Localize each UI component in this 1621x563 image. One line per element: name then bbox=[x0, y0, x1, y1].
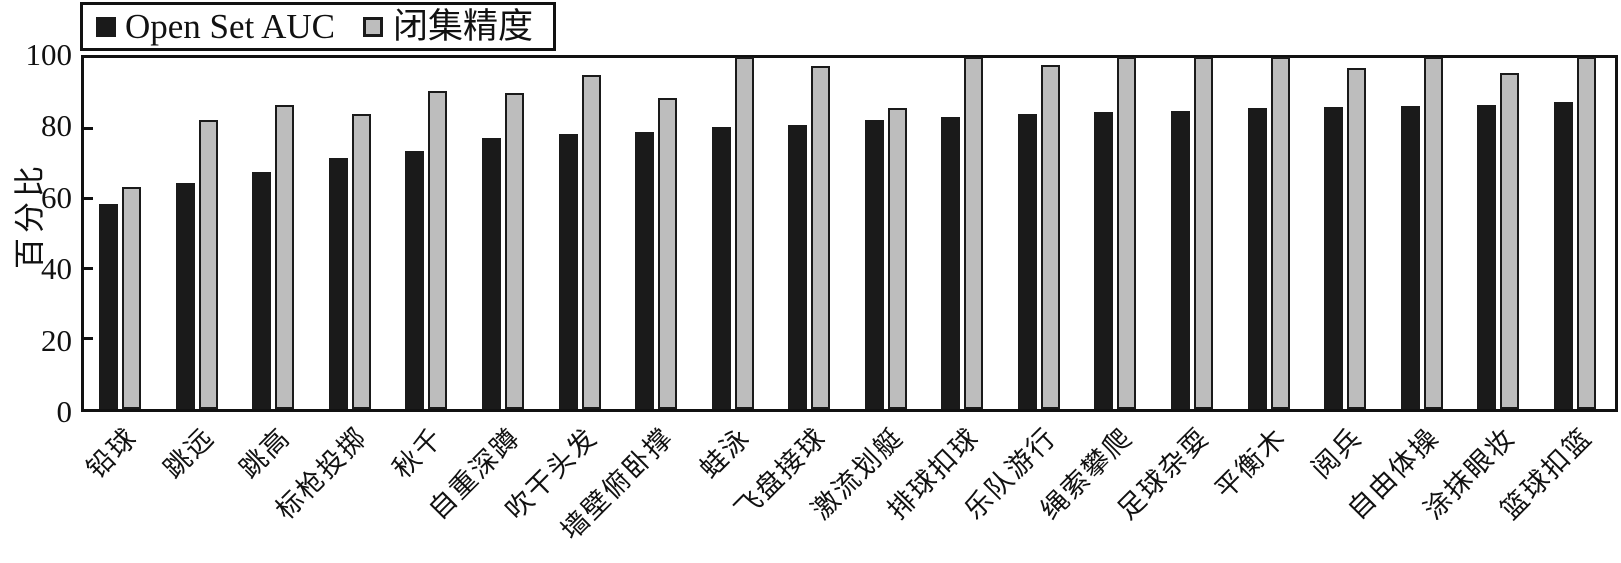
x-tick-label: 铅球 bbox=[81, 421, 144, 485]
bar-open-set-auc bbox=[1170, 110, 1190, 409]
bar-open-set-auc bbox=[252, 172, 272, 409]
bar-group bbox=[252, 58, 295, 409]
y-tick-label: 20 bbox=[41, 322, 72, 358]
y-tick-label: 80 bbox=[41, 108, 72, 144]
bar-group bbox=[558, 58, 601, 409]
bar-open-set-auc bbox=[1247, 107, 1267, 409]
bar-group bbox=[1017, 58, 1060, 409]
bar-open-set-auc bbox=[1324, 107, 1344, 409]
bar-closed-set-accuracy bbox=[964, 57, 984, 409]
bar-open-set-auc bbox=[788, 124, 808, 409]
bar-group bbox=[864, 58, 907, 409]
bar-group bbox=[405, 58, 448, 409]
bar-closed-set-accuracy bbox=[1040, 64, 1060, 409]
y-tick-label: 0 bbox=[56, 394, 73, 429]
bar-open-set-auc bbox=[1553, 101, 1573, 409]
y-tick-mark bbox=[84, 337, 93, 341]
bar-closed-set-accuracy bbox=[887, 107, 907, 409]
legend: Open Set AUC 闭集精度 bbox=[80, 2, 557, 51]
legend-label-open-set-auc: Open Set AUC bbox=[125, 6, 335, 46]
bar-closed-set-accuracy bbox=[581, 75, 601, 409]
x-tick-label: 平衡木 bbox=[1208, 421, 1292, 505]
y-tick-mark bbox=[84, 126, 93, 130]
bar-group bbox=[941, 57, 984, 409]
bar-closed-set-accuracy bbox=[658, 98, 678, 409]
bar-closed-set-accuracy bbox=[428, 91, 448, 409]
bar-open-set-auc bbox=[405, 151, 425, 409]
bar-group bbox=[1247, 57, 1290, 409]
bar-group bbox=[1553, 57, 1596, 409]
legend-swatch-open-set-auc bbox=[96, 16, 116, 37]
bar-group bbox=[99, 58, 142, 409]
bar-group bbox=[711, 57, 754, 409]
bar-open-set-auc bbox=[328, 158, 348, 409]
bar-closed-set-accuracy bbox=[734, 57, 754, 409]
bar-group bbox=[635, 58, 678, 409]
bar-open-set-auc bbox=[175, 182, 195, 409]
bar-open-set-auc bbox=[99, 203, 119, 409]
bar-open-set-auc bbox=[1477, 105, 1497, 409]
bar-group bbox=[1170, 57, 1213, 409]
plot-area bbox=[81, 55, 1618, 412]
bar-closed-set-accuracy bbox=[1117, 57, 1137, 409]
y-tick-label: 40 bbox=[41, 251, 72, 287]
bar-closed-set-accuracy bbox=[505, 93, 525, 409]
bar-open-set-auc bbox=[711, 127, 731, 409]
legend-label-closed-set-accuracy: 闭集精度 bbox=[393, 6, 534, 46]
bar-open-set-auc bbox=[1400, 106, 1420, 409]
bar-open-set-auc bbox=[1017, 114, 1037, 409]
bar-closed-set-accuracy bbox=[351, 113, 371, 409]
bar-closed-set-accuracy bbox=[1270, 57, 1290, 409]
y-tick-label: 100 bbox=[25, 37, 73, 72]
bar-open-set-auc bbox=[864, 120, 884, 409]
bar-group bbox=[1400, 57, 1443, 409]
x-tick-label: 跳远 bbox=[157, 421, 220, 485]
bar-closed-set-accuracy bbox=[122, 186, 142, 409]
bar-open-set-auc bbox=[635, 131, 655, 409]
bar-closed-set-accuracy bbox=[275, 105, 295, 409]
bar-group bbox=[788, 58, 831, 409]
bar-open-set-auc bbox=[1094, 112, 1114, 409]
y-tick-mark bbox=[84, 196, 93, 200]
bar-closed-set-accuracy bbox=[198, 120, 218, 409]
bar-group bbox=[175, 58, 218, 409]
bar-open-set-auc bbox=[558, 134, 578, 409]
bar-open-set-auc bbox=[941, 116, 961, 409]
bar-closed-set-accuracy bbox=[1500, 72, 1520, 409]
bar-group bbox=[1477, 58, 1520, 409]
y-tick-label: 60 bbox=[41, 179, 72, 215]
bar-closed-set-accuracy bbox=[1193, 57, 1213, 409]
bar-closed-set-accuracy bbox=[1347, 67, 1367, 409]
y-tick-mark bbox=[84, 267, 93, 271]
bar-group bbox=[482, 58, 525, 409]
bar-closed-set-accuracy bbox=[1423, 57, 1443, 409]
legend-swatch-closed-set-accuracy bbox=[363, 16, 383, 37]
bar-group bbox=[1094, 57, 1137, 409]
bar-closed-set-accuracy bbox=[811, 65, 831, 409]
bar-group bbox=[1324, 58, 1367, 409]
bar-group bbox=[328, 58, 371, 409]
bar-open-set-auc bbox=[482, 137, 502, 409]
bar-closed-set-accuracy bbox=[1576, 57, 1596, 409]
